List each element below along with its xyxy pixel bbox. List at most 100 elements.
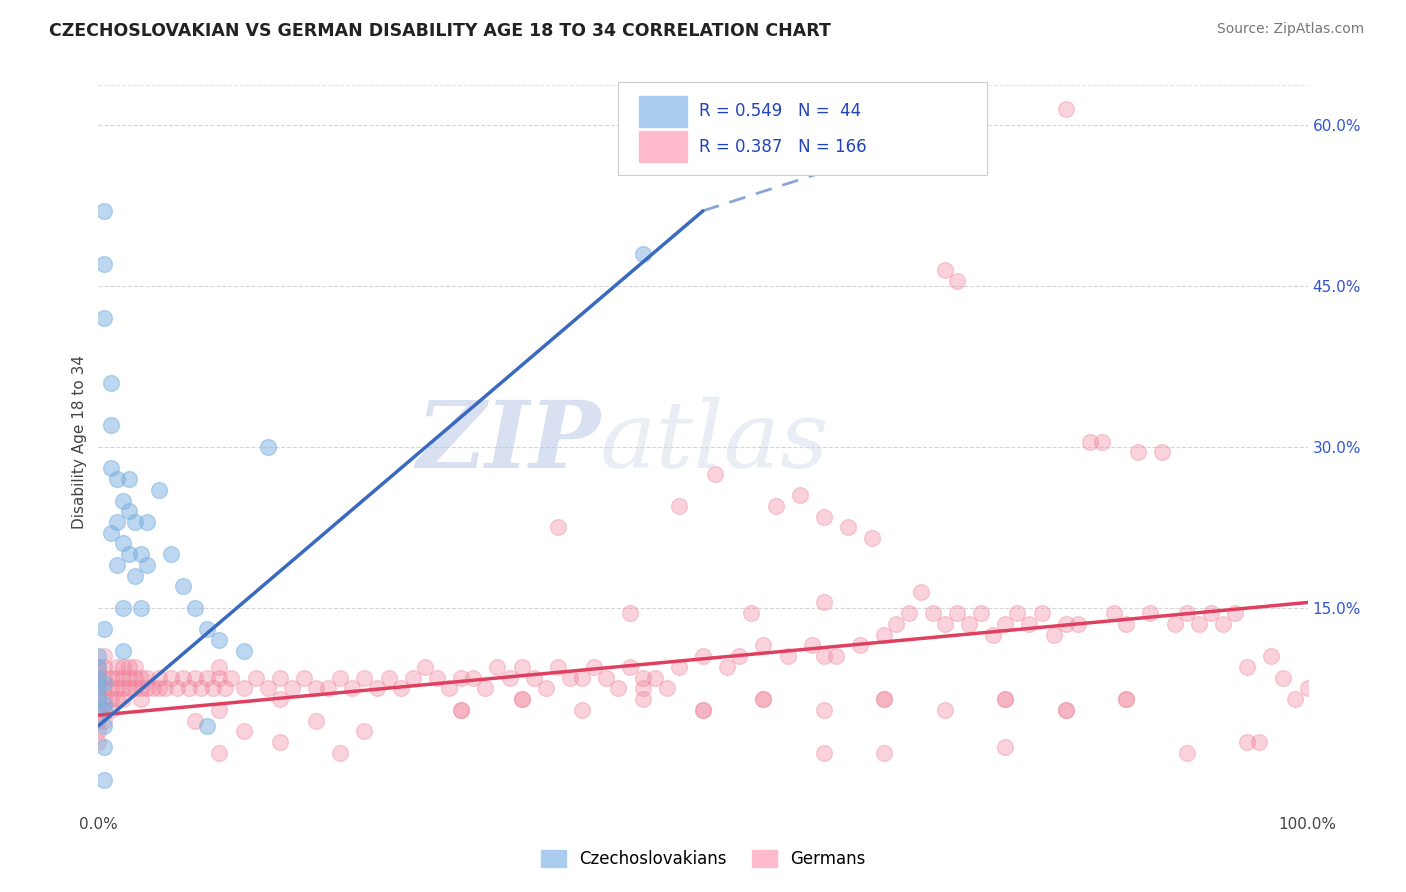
Point (1212, 616, 1234, 631)
Point (148, 681, 170, 696)
Point (148, 671, 170, 685)
Point (752, 692, 775, 706)
Point (111, 671, 134, 685)
Point (389, 681, 412, 696)
Point (426, 671, 449, 685)
Point (135, 681, 157, 696)
Point (269, 692, 291, 706)
FancyBboxPatch shape (638, 95, 688, 127)
Point (100, 681, 122, 696)
Point (105, 472, 128, 486)
Point (208, 660, 231, 674)
Point (668, 660, 690, 674)
Point (305, 714, 328, 728)
Point (631, 246, 654, 260)
Point (897, 606, 920, 620)
Point (160, 547, 183, 561)
Point (765, 499, 787, 513)
Point (329, 746, 352, 760)
Point (105, 515, 128, 529)
Point (934, 263, 956, 277)
Point (129, 681, 152, 696)
Point (195, 623, 218, 637)
Point (329, 671, 352, 685)
Point (1054, 102, 1077, 116)
Point (208, 671, 231, 685)
Point (981, 628, 1004, 642)
Point (1199, 606, 1222, 620)
Point (1236, 735, 1258, 749)
Point (1115, 692, 1137, 706)
Point (450, 703, 472, 717)
Point (1272, 671, 1295, 685)
Text: ZIP: ZIP (416, 397, 600, 486)
Point (1152, 445, 1174, 459)
Point (111, 681, 134, 696)
Point (87, 714, 110, 728)
Point (728, 649, 751, 664)
Point (994, 740, 1017, 755)
Point (583, 660, 606, 674)
Point (752, 692, 775, 706)
Point (813, 649, 835, 664)
Point (813, 746, 835, 760)
Point (111, 644, 134, 658)
Point (595, 671, 617, 685)
Point (970, 606, 993, 620)
Point (93, 714, 115, 728)
Point (118, 504, 141, 518)
Point (486, 660, 509, 674)
Point (800, 639, 823, 653)
Point (1175, 746, 1198, 760)
Point (87, 676, 110, 690)
Point (655, 681, 678, 696)
Point (93, 649, 115, 664)
Point (195, 719, 218, 733)
Point (873, 692, 896, 706)
Point (463, 671, 485, 685)
Point (124, 660, 146, 674)
Point (124, 515, 146, 529)
Point (100, 703, 122, 717)
Point (100, 692, 122, 706)
Point (87, 687, 110, 701)
Point (631, 681, 654, 696)
Point (111, 536, 134, 550)
Point (873, 628, 896, 642)
Text: R = 0.549   N =  44: R = 0.549 N = 44 (699, 103, 862, 120)
Point (534, 681, 557, 696)
Point (558, 671, 581, 685)
Point (111, 493, 134, 508)
Point (353, 671, 375, 685)
Point (208, 703, 231, 717)
Point (105, 692, 128, 706)
Point (269, 671, 291, 685)
Point (571, 671, 593, 685)
Point (450, 671, 472, 685)
Point (172, 579, 194, 593)
Point (1115, 616, 1137, 631)
Text: R = 0.387   N = 166: R = 0.387 N = 166 (699, 138, 868, 156)
Point (93, 740, 115, 755)
Point (886, 616, 908, 631)
Point (510, 660, 533, 674)
Point (135, 515, 157, 529)
Point (153, 681, 176, 696)
Y-axis label: Disability Age 18 to 34: Disability Age 18 to 34 (72, 354, 87, 529)
Point (366, 681, 388, 696)
Point (619, 606, 641, 620)
Point (1054, 703, 1077, 717)
Point (93, 703, 115, 717)
Point (87, 703, 110, 717)
Point (184, 671, 207, 685)
Point (873, 692, 896, 706)
Point (172, 671, 194, 685)
Point (668, 499, 690, 513)
Point (100, 671, 122, 685)
Point (1188, 616, 1211, 631)
Point (195, 671, 218, 685)
Point (179, 681, 201, 696)
Point (776, 649, 799, 664)
Point (1091, 434, 1114, 449)
Point (631, 671, 654, 685)
